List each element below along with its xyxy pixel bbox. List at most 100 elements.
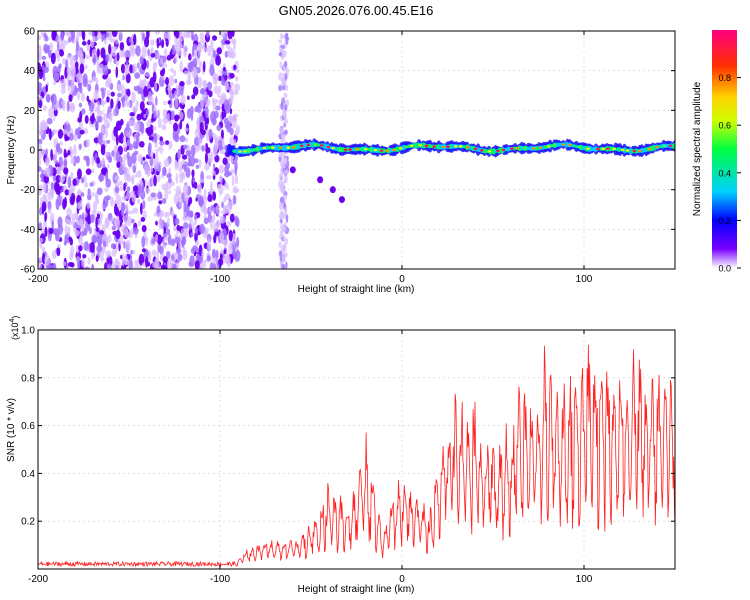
spectrogram-ridge-peak <box>424 144 429 147</box>
spectrogram-ytick-label: -40 <box>21 225 36 236</box>
spectrogram-noise-cell <box>176 48 183 57</box>
spectrogram-noise-cell <box>188 218 194 224</box>
spectrogram-noise-cell <box>163 158 170 168</box>
spectrogram-noise-cell <box>52 31 56 41</box>
spectrogram-noise-cell <box>48 128 52 141</box>
spectrogram-noise-cell <box>51 250 57 259</box>
spectrogram-noise-cell <box>64 234 68 244</box>
spectrogram-stripe-cell <box>284 252 288 258</box>
spectrogram-noise-cell <box>64 224 68 236</box>
colorbar-tick-label: 0.0 <box>718 264 731 274</box>
spectrogram-noise-cell <box>63 129 68 135</box>
spectrogram-noise-cell <box>212 50 217 58</box>
spectrogram-ytick-label: -20 <box>21 185 36 196</box>
spectrogram-noise-cell <box>91 168 95 174</box>
spectrogram-noise-cell <box>148 118 152 124</box>
spectrogram-noise-cell <box>63 158 68 168</box>
spectrogram-noise-cell <box>194 214 198 220</box>
spectrogram-noise-cell <box>120 205 125 217</box>
spectrogram-ridge-peak <box>454 145 458 148</box>
colorbar-gradient <box>712 30 737 268</box>
spectrogram-noise-cell <box>57 244 61 249</box>
spectrogram-noise-cell <box>80 92 86 102</box>
spectrogram-noise-cell <box>106 123 110 129</box>
spectrogram-ridge-peak <box>487 150 492 153</box>
spectrogram-noise-cell <box>76 40 79 52</box>
spectrogram-noise-cell <box>200 38 205 44</box>
snr-xtick-label: 0 <box>399 574 405 585</box>
spectrogram-noise-cell <box>80 177 85 184</box>
spectrogram-noise-cell <box>165 77 169 86</box>
spectrogram-noise-cell <box>99 230 105 235</box>
snr-scale-exponent: 4 <box>9 318 16 322</box>
colorbar-label: Normalized spectral amplitude <box>692 81 703 216</box>
spectrogram-noise-cell <box>168 190 172 195</box>
spectrogram-noise-cell <box>192 222 195 231</box>
spectrogram-noise-cell <box>69 148 73 159</box>
spectrogram-noise-cell <box>204 163 210 171</box>
spectrogram-noise-cell <box>174 217 180 226</box>
spectrogram-noise-cell <box>177 148 181 160</box>
spectrogram-noise-cell <box>159 246 164 255</box>
spectrogram-noise-cell <box>150 164 153 173</box>
spectrogram-noise-cell <box>217 92 221 98</box>
spectrogram-noise-cell <box>171 263 177 269</box>
spectrogram-noise-cell <box>39 207 43 216</box>
spectrogram-noise-cell <box>115 38 119 45</box>
spectrogram-noise-cell <box>161 183 167 191</box>
spectrogram-stripe-cell <box>284 207 288 215</box>
spectrogram-noise-cell <box>161 197 167 204</box>
spectrogram-noise-cell <box>115 195 122 206</box>
spectrogram-noise-cell <box>212 98 219 104</box>
spectrogram-noise-cell <box>177 253 183 262</box>
spectrogram-noise-cell <box>214 73 219 83</box>
spectrogram-noise-cell <box>145 110 150 116</box>
spectrogram-ridge-peak <box>348 148 352 151</box>
spectrogram-noise-cell <box>48 227 54 235</box>
spectrogram-noise-cell <box>213 234 217 244</box>
spectrogram-xtick-label: 100 <box>576 274 593 285</box>
spectrogram-noise-cell <box>157 211 164 219</box>
spectrogram-stripe-cell <box>284 237 289 245</box>
spectrogram-noise-cell <box>209 64 215 77</box>
spectrogram-xtick-label: 0 <box>399 274 405 285</box>
spectrogram-noise-cell <box>227 51 233 58</box>
spectrogram-noise-cell <box>89 182 94 187</box>
spectrogram-noise-cell <box>157 146 161 152</box>
snr-ytick-label: 0.2 <box>21 517 35 528</box>
spectrogram-noise-cell <box>79 234 83 247</box>
spectrogram-noise-cell <box>101 88 105 100</box>
spectrogram-noise-cell <box>199 179 205 184</box>
spectrogram-noise-cell <box>233 89 239 96</box>
spectrogram-noise-cell <box>219 232 225 244</box>
spectrogram-ridge-peak <box>355 148 359 151</box>
spectrogram-noise-cell <box>89 226 92 235</box>
spectrogram-noise-cell <box>62 261 67 266</box>
spectrogram-noise-cell <box>121 258 125 267</box>
spectrogram-noise-cell <box>67 176 72 189</box>
spectrogram-stripe-cell <box>278 84 283 92</box>
spectrogram-noise-cell <box>199 88 206 95</box>
spectrogram-noise-cell <box>81 242 85 248</box>
spectrogram-noise-cell <box>115 120 122 131</box>
spectrogram-noise-cell <box>126 151 130 160</box>
spectrogram-ridge-peak <box>392 148 396 152</box>
spectrogram-noise-cell <box>83 227 88 236</box>
spectrogram-stripe-cell <box>285 175 288 181</box>
spectrogram-noise-cell <box>174 133 180 143</box>
spectrogram-noise-cell <box>190 247 196 254</box>
spectrogram-stripe-cell <box>283 92 288 99</box>
spectrogram-noise-cell <box>125 72 131 84</box>
spectrogram-noise-cell <box>156 52 161 60</box>
spectrogram-noise-cell <box>43 174 50 184</box>
spectrogram-noise-cell <box>111 249 117 257</box>
spectrogram-noise-cell <box>226 120 231 133</box>
spectrogram-noise-cell <box>152 261 155 268</box>
spectrogram-noise-cell <box>123 182 126 192</box>
spectrogram-noise-cell <box>87 79 94 84</box>
spectrogram-noise-cell <box>162 117 169 125</box>
spectrogram-ridge-peak <box>568 143 572 147</box>
spectrogram-noise-cell <box>220 129 224 140</box>
spectrogram-noise-cell <box>79 129 85 135</box>
spectrogram-noise-cell <box>143 36 150 48</box>
